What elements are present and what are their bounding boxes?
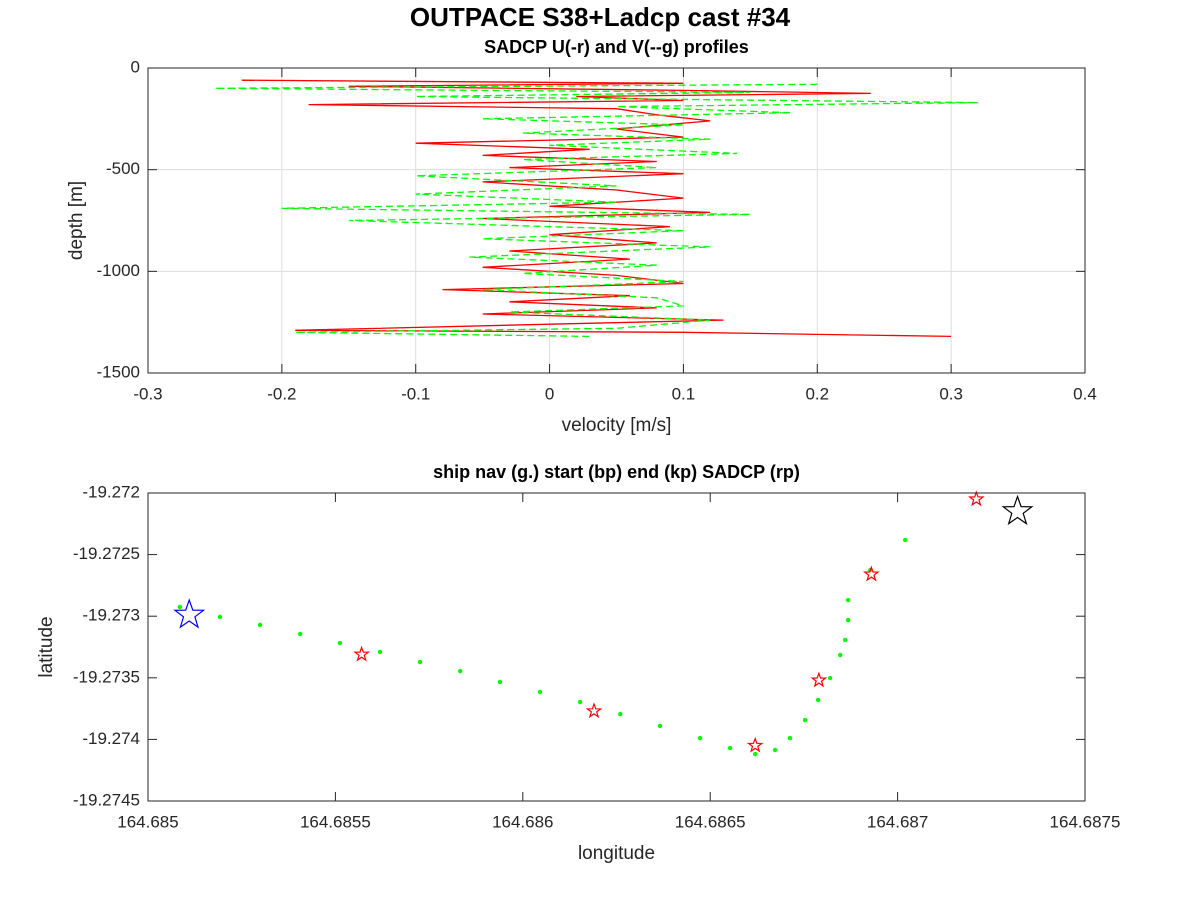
star-marker (1001, 494, 1034, 526)
nav-dot (657, 723, 663, 729)
plot-area (148, 493, 1085, 801)
x-tick-label: 164.686 (492, 812, 553, 831)
nav-dot (177, 604, 183, 610)
profile-line (214, 83, 978, 338)
profile-line (241, 79, 952, 338)
x-tick-label: 164.687 (867, 812, 928, 831)
nav-dot (727, 745, 733, 751)
x-tick-label: 0.1 (672, 384, 696, 403)
nav-dot (377, 649, 383, 655)
x-tick-label: 0.2 (805, 384, 829, 403)
nav-dot (845, 617, 851, 623)
nav-dot (842, 637, 848, 643)
plot-area (148, 68, 1085, 373)
x-tick-label: -0.1 (401, 384, 430, 403)
y-tick-label: -19.272 (82, 482, 140, 501)
nav-dot (577, 699, 583, 705)
y-tick-label: -19.274 (82, 729, 140, 748)
x-tick-label: 164.685 (117, 812, 178, 831)
x-tick-label: 0.3 (939, 384, 963, 403)
chart-title: ship nav (g.) start (bp) end (kp) SADCP … (433, 462, 800, 482)
nav-dot (827, 675, 833, 681)
y-tick-label: 0 (131, 57, 140, 76)
nav-dot (417, 659, 423, 665)
nav-dot (845, 597, 851, 603)
x-tick-label: 0.4 (1073, 384, 1097, 403)
figure-title: OUTPACE S38+Ladcp cast #34 (410, 2, 791, 32)
star-marker (353, 645, 371, 662)
x-tick-label: 164.6865 (675, 812, 746, 831)
star-marker (746, 736, 764, 753)
y-tick-label: -500 (106, 159, 140, 178)
y-tick-label: -19.273 (82, 606, 140, 625)
x-tick-label: -0.2 (267, 384, 296, 403)
nav-dot (257, 622, 263, 628)
star-marker (585, 702, 603, 719)
nav-dot (537, 689, 543, 695)
nav-dot (802, 717, 808, 723)
x-tick-label: -0.3 (133, 384, 162, 403)
x-tick-label: 164.6855 (300, 812, 371, 831)
nav-dot (497, 679, 503, 685)
x-axis-label: velocity [m/s] (562, 415, 672, 436)
x-axis-label: longitude (578, 843, 655, 864)
star-marker (967, 490, 985, 507)
nav-dot (902, 537, 908, 543)
star-marker (173, 598, 206, 629)
y-axis-label: latitude (36, 616, 57, 677)
nav-dot (815, 697, 821, 703)
nav-dot (772, 747, 778, 753)
axes-box (147, 492, 1086, 802)
nav-dot (217, 614, 223, 620)
y-tick-label: -1500 (97, 362, 140, 381)
y-tick-label: -19.2735 (73, 667, 140, 686)
y-tick-label: -1000 (97, 261, 140, 280)
nav-dot (838, 652, 843, 658)
nav-dot (787, 735, 793, 741)
x-tick-label: 164.6875 (1050, 812, 1121, 831)
y-tick-label: -19.2725 (73, 544, 140, 563)
nav-dot (458, 668, 463, 674)
nav-dot (752, 751, 758, 757)
chart-title: SADCP U(-r) and V(--g) profiles (484, 37, 749, 57)
nav-dot (697, 735, 703, 741)
y-axis-label: depth [m] (66, 181, 87, 260)
nav-dot (297, 631, 303, 637)
nav-dot (337, 640, 343, 646)
axes-box (147, 67, 1086, 374)
nav-dot (618, 711, 623, 717)
y-tick-label: -19.2745 (73, 790, 140, 809)
x-tick-label: 0 (545, 384, 554, 403)
star-marker (862, 565, 880, 582)
star-marker (810, 671, 828, 688)
